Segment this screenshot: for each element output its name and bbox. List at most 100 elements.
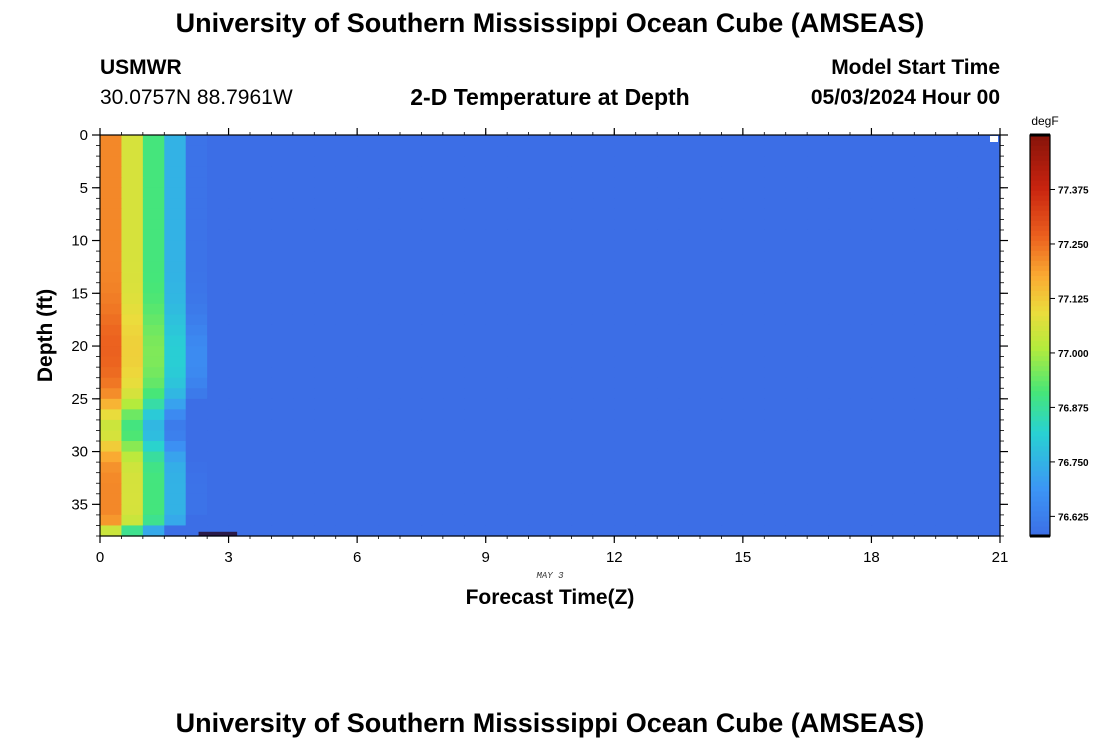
heatmap-cell [571, 346, 594, 358]
heatmap-cell [978, 335, 1001, 347]
heatmap-cell [464, 430, 487, 442]
heatmap-cell [700, 272, 723, 284]
heatmap-cell [250, 177, 273, 189]
heatmap-cell [121, 419, 144, 432]
heatmap-cell [207, 166, 230, 178]
heatmap-cell [464, 156, 487, 168]
heatmap-cell [142, 219, 165, 231]
heatmap-cell [271, 398, 294, 410]
colorbar-segment [1030, 500, 1050, 507]
heatmap-cell [742, 419, 765, 432]
heatmap-cell [657, 208, 680, 221]
heatmap-cell [100, 261, 123, 273]
heatmap-cell [292, 135, 315, 147]
heatmap-cell [378, 208, 401, 221]
heatmap-cell [935, 145, 958, 157]
heatmap-cell [550, 314, 573, 326]
heatmap-cell [442, 229, 465, 242]
heatmap-cell [400, 240, 423, 252]
heatmap-cell [914, 145, 937, 157]
heatmap-cell [657, 504, 680, 516]
heatmap-cell [721, 472, 744, 484]
colorbar-segment [1030, 505, 1050, 512]
heatmap-cell [978, 462, 1001, 474]
heatmap-cell [378, 367, 401, 379]
heatmap-cell [742, 504, 765, 516]
heatmap-cell [121, 314, 144, 326]
heatmap-cell [935, 272, 958, 284]
heatmap-cell [207, 356, 230, 368]
heatmap-cell [935, 166, 958, 178]
heatmap-cell [271, 282, 294, 294]
heatmap-cell [442, 346, 465, 358]
heatmap-cell [914, 135, 937, 147]
colorbar-segment [1030, 370, 1050, 377]
heatmap-cell [785, 324, 808, 337]
heatmap-cell [935, 177, 958, 189]
heatmap-cell [228, 377, 251, 389]
heatmap-cell [121, 198, 144, 210]
heatmap-cell [742, 367, 765, 379]
heatmap-cell [228, 314, 251, 326]
heatmap-cell [507, 314, 530, 326]
heatmap-cell [378, 303, 401, 315]
colorbar-tick-label: 77.000 [1058, 349, 1089, 360]
heatmap-cell [421, 504, 444, 516]
heatmap-cell [250, 303, 273, 315]
heatmap-cell [978, 145, 1001, 157]
heatmap-cell [914, 356, 937, 368]
heatmap-cell [978, 261, 1001, 273]
heatmap-cell [657, 187, 680, 199]
heatmap-cell [742, 472, 765, 484]
heatmap-cell [271, 367, 294, 379]
heatmap-cell [871, 314, 894, 326]
heatmap-cell [721, 303, 744, 315]
heatmap-cell [571, 293, 594, 305]
colorbar-segment [1030, 485, 1050, 492]
heatmap-cell [742, 356, 765, 368]
heatmap-cell [785, 166, 808, 178]
colorbar-tick-label: 76.875 [1058, 403, 1089, 414]
heatmap-cell [914, 409, 937, 421]
heatmap-cell [464, 187, 487, 199]
heatmap-cell [507, 409, 530, 421]
heatmap-cell [850, 346, 873, 358]
heatmap-cell [400, 335, 423, 347]
heatmap-cell [871, 229, 894, 242]
heatmap-cell [678, 135, 701, 147]
heatmap-cell [871, 398, 894, 410]
heatmap-cell [314, 282, 337, 294]
heatmap-cell [785, 251, 808, 263]
heatmap-cell [185, 282, 208, 294]
heatmap-cell [207, 388, 230, 400]
heatmap-cell [335, 409, 358, 421]
heatmap-cell [571, 303, 594, 315]
colorbar-segment [1030, 230, 1050, 236]
heatmap-cell [250, 314, 273, 326]
heatmap-cell [421, 514, 444, 527]
heatmap-cell [892, 388, 915, 400]
heatmap-cell [807, 261, 830, 273]
heatmap-cell [700, 493, 723, 505]
colorbar-segment [1030, 495, 1050, 502]
heatmap-cell [421, 493, 444, 505]
heatmap-cell [528, 166, 551, 178]
heatmap-cell [121, 377, 144, 389]
heatmap-cell [121, 367, 144, 379]
heatmap-cell [635, 272, 658, 284]
heatmap-cell [764, 198, 787, 210]
heatmap-cell [271, 525, 294, 537]
heatmap-cell [207, 430, 230, 442]
heatmap-cell [721, 525, 744, 537]
heatmap-cell [935, 377, 958, 389]
heatmap-cell [378, 419, 401, 432]
heatmap-cell [400, 493, 423, 505]
heatmap-cell [207, 251, 230, 263]
heatmap-cell [550, 177, 573, 189]
heatmap-cell [657, 293, 680, 305]
heatmap-cell [378, 145, 401, 157]
heatmap-cell [850, 514, 873, 527]
heatmap-cell [614, 272, 637, 284]
heatmap-cell [442, 388, 465, 400]
heatmap-cell [228, 356, 251, 368]
